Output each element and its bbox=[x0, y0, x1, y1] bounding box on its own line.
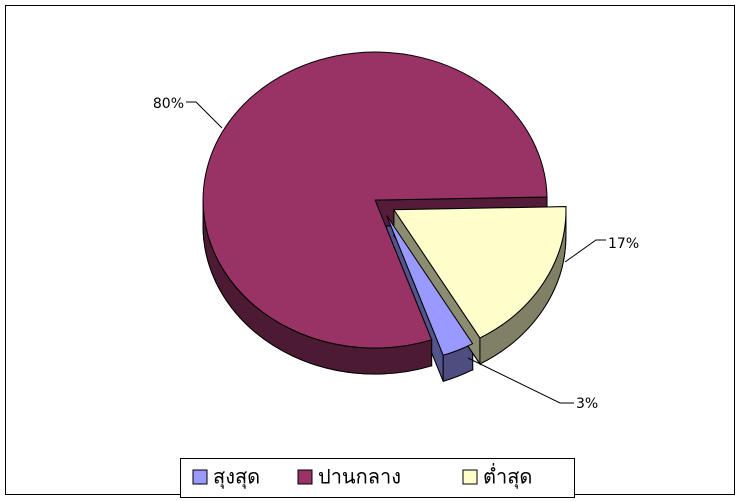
legend-swatch bbox=[297, 469, 313, 485]
legend-swatch bbox=[192, 469, 208, 485]
leader-line bbox=[186, 101, 223, 129]
slice bbox=[386, 215, 474, 356]
legend-box bbox=[180, 458, 575, 498]
leader-line bbox=[564, 239, 606, 263]
legend-label: สุงสุด bbox=[213, 465, 260, 490]
slice bbox=[202, 51, 548, 349]
legend-swatch bbox=[462, 469, 478, 485]
slice bbox=[393, 206, 567, 339]
legend-label: ปานกลาง bbox=[318, 465, 401, 489]
leader-line bbox=[467, 357, 574, 404]
data-label: 17% bbox=[608, 236, 639, 252]
data-label: 80% bbox=[153, 96, 184, 112]
legend-label: ต่ำสุด bbox=[483, 463, 532, 490]
data-label: 3% bbox=[576, 396, 598, 412]
